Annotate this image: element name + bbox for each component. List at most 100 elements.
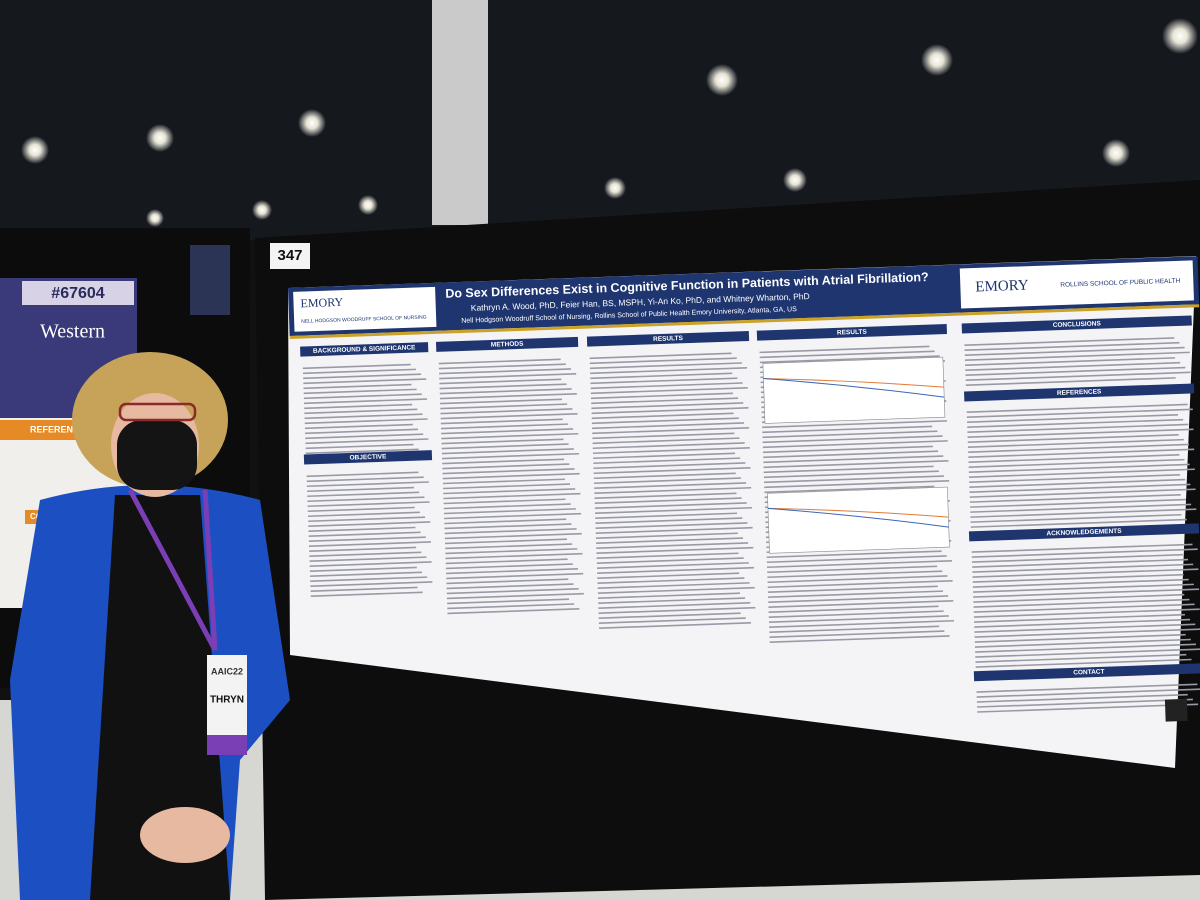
section-header-bar [973,663,1200,682]
text-line [971,543,1193,553]
text-line [303,378,427,385]
text-line [439,368,572,375]
text-line [595,517,743,525]
qr-code [1164,698,1188,722]
lanyard [127,488,218,652]
text-line [763,460,949,469]
text-line [594,486,752,495]
text-line [768,610,944,619]
text-line [964,341,1180,352]
text-line [769,635,950,644]
text-line [305,433,424,440]
text-line [974,623,1196,633]
text-line [590,367,748,375]
text-line [970,498,1186,508]
text-line [977,698,1193,708]
section-header-bar [961,315,1192,334]
text-line [972,568,1199,578]
text-line [976,688,1200,698]
text-line [306,471,419,478]
text-line [304,418,428,425]
text-line [310,571,423,578]
text-line [442,458,565,465]
text-line [444,512,582,520]
text-line [599,622,751,629]
text-line [967,414,1178,423]
section-header-bar [300,342,429,357]
text-line [767,570,943,579]
text-line [597,572,740,579]
text-line [441,438,564,445]
ceiling-lights [21,18,1198,227]
text-line [438,363,566,370]
text-line [975,653,1187,663]
text-line [968,468,1195,478]
text-line [970,503,1192,513]
text-line [969,483,1191,493]
text-line [598,602,751,609]
badge-band [207,735,247,755]
text-line [975,648,1200,658]
text-line [309,546,417,553]
text-line [969,478,1186,488]
text-line [443,508,576,515]
logo-school: NELL HODGSON WOODRUFF SCHOOL OF NURSING [301,315,427,325]
text-line [595,522,748,530]
text-line [445,558,568,565]
text-line [594,482,747,490]
text-line [763,455,944,464]
section-header-bar [435,336,579,352]
text-line [968,463,1190,473]
text-line [596,542,749,549]
text-line [971,548,1198,558]
text-line [304,413,423,420]
section-header: REFERENCES [1057,388,1102,397]
institution: Western [40,321,105,343]
logo: EMORY [300,295,343,310]
text-line [307,506,415,513]
text-line [445,563,573,570]
text-line [303,393,422,400]
text-line [973,593,1185,603]
text-line [444,523,572,530]
person: AAIC22 THRYN [10,352,290,900]
text-line [589,352,732,360]
text-line [445,552,583,560]
text-line [591,417,739,425]
poster-content: EMORY NELL HODGSON WOODRUFF SCHOOL OF NU… [287,256,1200,722]
text-line [768,605,939,614]
text-line [438,358,561,365]
text-line [592,437,740,445]
curve [763,377,944,388]
plot-area [767,486,950,554]
text-line [596,546,754,554]
text-line [594,502,747,510]
text-line [306,476,424,483]
text-line [598,597,746,604]
text-line [973,608,1200,618]
text-line [762,420,948,429]
text-line [972,573,1184,583]
text-line [967,423,1189,433]
plot-area [762,356,946,424]
text-line [304,398,427,405]
text-line [439,383,567,390]
text-line [440,408,573,415]
text-line [593,462,746,470]
text-line [444,518,567,525]
text-line [759,350,935,359]
dress [90,495,230,900]
text-line [768,590,944,599]
poster [288,256,1196,768]
text-line [442,472,580,480]
text-line [967,428,1194,438]
text-line [973,598,1190,608]
text-line [967,418,1184,428]
poster-id: #67604 [51,285,104,302]
text-line [763,465,934,474]
text-line [973,603,1195,613]
hands [140,807,230,863]
curve [767,507,949,518]
text-line [964,337,1175,347]
